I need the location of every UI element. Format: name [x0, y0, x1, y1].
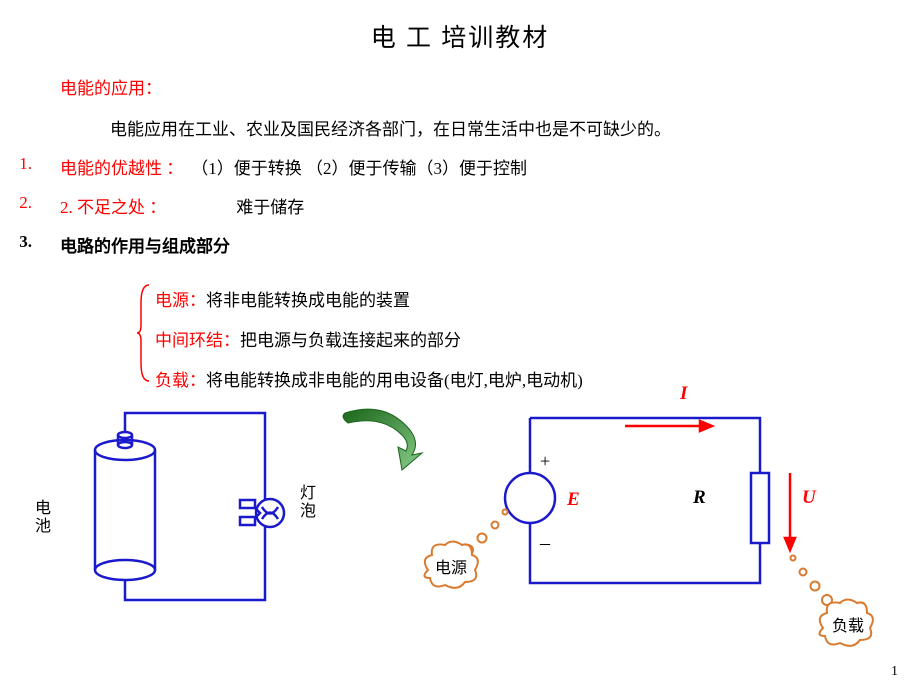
plus-label: + [540, 452, 550, 472]
curved-arrow-icon [330, 405, 430, 475]
source-cloud-icon [410, 500, 530, 595]
list-label-1: 电能的优越性 ： [60, 154, 183, 179]
physical-circuit-diagram [70, 405, 300, 615]
list-content-1: （1）便于转换 （2）便于传输（3）便于控制 [183, 154, 527, 179]
def-row-3: 负载：将电能转换成非电能的用电设备(电灯,电炉,电动机) [155, 351, 920, 391]
def-term-2: 中间环结： [155, 331, 240, 350]
list-item-1: 1. 电能的优越性 ： （1）便于转换 （2）便于传输（3）便于控制 [0, 140, 920, 179]
def-row-2: 中间环结：把电源与负载连接起来的部分 [155, 311, 920, 351]
section-heading: 电能的应用： [0, 54, 920, 99]
battery-label: 电 池 [35, 500, 51, 535]
load-cloud-label: 负载 [832, 618, 864, 636]
bracket-icon [137, 283, 151, 383]
load-cloud-icon [775, 550, 895, 660]
list-num-3: 3. [0, 232, 60, 257]
list-num-2: 2. [0, 193, 60, 218]
list-content-2: 难于储存 [166, 193, 304, 218]
list-label-3: 电路的作用与组成部分 [60, 232, 230, 257]
voltage-label: U [802, 488, 816, 509]
resistor-label: R [693, 488, 706, 509]
def-desc-2: 把电源与负载连接起来的部分 [240, 331, 461, 350]
def-desc-1: 将非电能转换成电能的装置 [206, 291, 410, 310]
list-item-2: 2. 2. 不足之处 ： 难于储存 [0, 179, 920, 218]
list-num-1: 1. [0, 154, 60, 179]
current-label: I [680, 384, 687, 405]
bulb-label: 灯 泡 [300, 485, 316, 520]
diagram-area: 电 池 灯 泡 [0, 390, 920, 670]
definitions-block: 电源：将非电能转换成电能的装置 中间环结：把电源与负载连接起来的部分 负载：将电… [155, 271, 920, 391]
def-term-1: 电源： [155, 291, 206, 310]
schematic-circuit-diagram [490, 398, 800, 608]
page-title: 电 工 培训教材 [0, 0, 920, 54]
page-number: 1 [891, 664, 898, 680]
list-label-2: 2. 不足之处 ： [60, 193, 166, 218]
source-cloud-label: 电源 [435, 560, 467, 578]
def-desc-3: 将电能转换成非电能的用电设备(电灯,电炉,电动机) [206, 371, 583, 390]
intro-text: 电能应用在工业、农业及国民经济各部门，在日常生活中也是不可缺少的。 [0, 99, 920, 140]
list-item-3: 3. 电路的作用与组成部分 [0, 218, 920, 257]
def-term-3: 负载： [155, 371, 206, 390]
def-row-1: 电源：将非电能转换成电能的装置 [155, 271, 920, 311]
emf-label: E [567, 490, 580, 511]
minus-label: – [540, 532, 550, 554]
